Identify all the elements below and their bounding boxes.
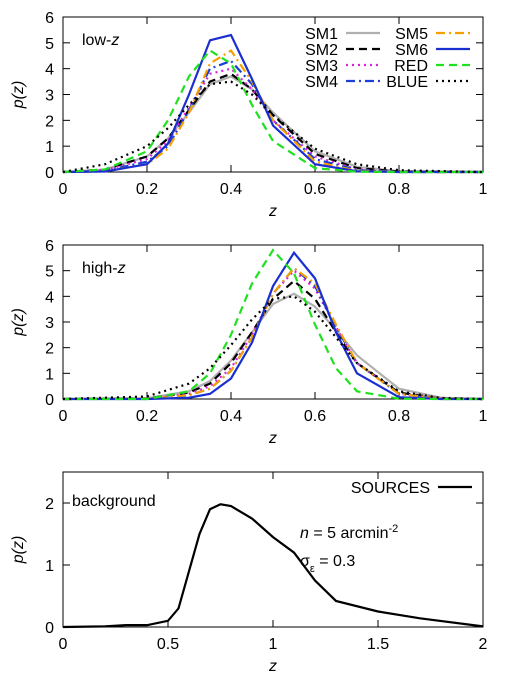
y-tick-label: 0 [45,392,54,409]
x-tick-label: 1 [479,181,488,198]
legend-label: SM4 [305,74,338,91]
annotation-part: ε [310,563,315,575]
y-tick-label: 2 [45,496,54,513]
y-axis-label: p(z) [10,536,27,565]
data-line [62,59,483,174]
data-line [62,80,484,174]
x-tick-label: 0.4 [220,408,242,425]
y-tick-label: 4 [45,62,54,79]
x-tick-label: 0 [59,181,68,198]
legend-label: SM5 [395,26,428,43]
y-tick-label: 6 [45,10,54,27]
x-axis-label: z [268,658,277,675]
x-tick-label: 1.5 [367,636,389,653]
y-tick-label: 6 [45,238,54,255]
panel: 0 1 2 3 4 5 6 0 0.2 0.4 0.6 0.8 1 z p(z) high-z [10,238,488,447]
data-line [62,75,484,174]
annotation: σε = 0.3 [300,553,355,575]
annotation: n = 5 arcmin-2 [300,523,398,542]
data-line [62,295,484,401]
x-axis-label: z [268,430,277,447]
x-tick-label: 0.6 [304,181,326,198]
annotation-part: -2 [389,523,399,535]
y-tick-label: 3 [45,88,54,105]
data-line [62,279,484,401]
annotation: background [72,493,156,510]
plot-frame [62,244,484,400]
legend-label: SM3 [305,58,338,75]
y-tick-label: 1 [45,366,54,383]
x-tick-label: 0.2 [136,181,158,198]
x-tick-label: 1 [269,636,278,653]
annotation: low-z [82,32,119,49]
x-tick-label: 0.6 [304,408,326,425]
x-tick-label: 0.8 [388,408,410,425]
data-line [62,269,484,401]
annotation-part: σ [300,553,310,570]
data-line [62,72,484,174]
legend-label: SM1 [305,26,338,43]
x-tick-label: 0.8 [388,181,410,198]
annotation-part: high- [82,260,118,277]
legend-label: SOURCES [351,480,430,497]
x-axis-label: z [268,203,277,220]
y-tick-label: 2 [45,341,54,358]
annotation-part: = 5 arcmin [309,525,389,542]
x-tick-label: 2 [479,636,488,653]
x-tick-label: 1 [479,408,488,425]
y-tick-label: 5 [45,36,54,53]
y-tick-label: 0 [45,620,54,637]
data-line [62,292,484,401]
y-tick-label: 1 [45,139,54,156]
annotation-part: background [72,493,156,510]
x-tick-label: 0.5 [157,636,179,653]
x-tick-label: 0.2 [136,408,158,425]
data-line [62,266,484,401]
y-axis-label: p(z) [10,308,27,337]
data-line [62,33,483,174]
y-tick-label: 3 [45,315,54,332]
data-line [62,67,484,174]
annotation-part: z [110,32,119,49]
legend-label: SM2 [305,42,338,59]
x-tick-label: 0 [59,636,68,653]
legend-label: BLUE [386,74,428,91]
data-line [63,250,483,401]
panel: 0 1 2 0 0.5 1 1.5 2 z p(z) background n = 5 arcmin-… [10,471,488,675]
x-tick-label: 0.4 [220,181,242,198]
annotation-part: n [300,525,309,542]
annotation-part: z [117,260,126,277]
panel: 0 1 2 3 4 5 6 0 0.2 0.4 0.6 0.8 1 z p(z) low-z SM1SM2SM3… [10,10,488,220]
annotation-part: low- [82,32,111,49]
x-tick-label: 0 [59,408,68,425]
y-tick-label: 4 [45,289,54,306]
y-tick-label: 0 [45,165,54,182]
data-line [63,248,483,401]
y-tick-label: 2 [45,113,54,130]
legend-label: SM6 [395,42,428,59]
y-tick-label: 5 [45,264,54,281]
annotation: high-z [82,260,126,277]
y-tick-label: 1 [45,558,54,575]
data-line [62,503,484,629]
legend-label: RED [394,58,428,75]
y-axis-label: p(z) [10,81,27,110]
annotation-part: = 0.3 [315,553,356,570]
